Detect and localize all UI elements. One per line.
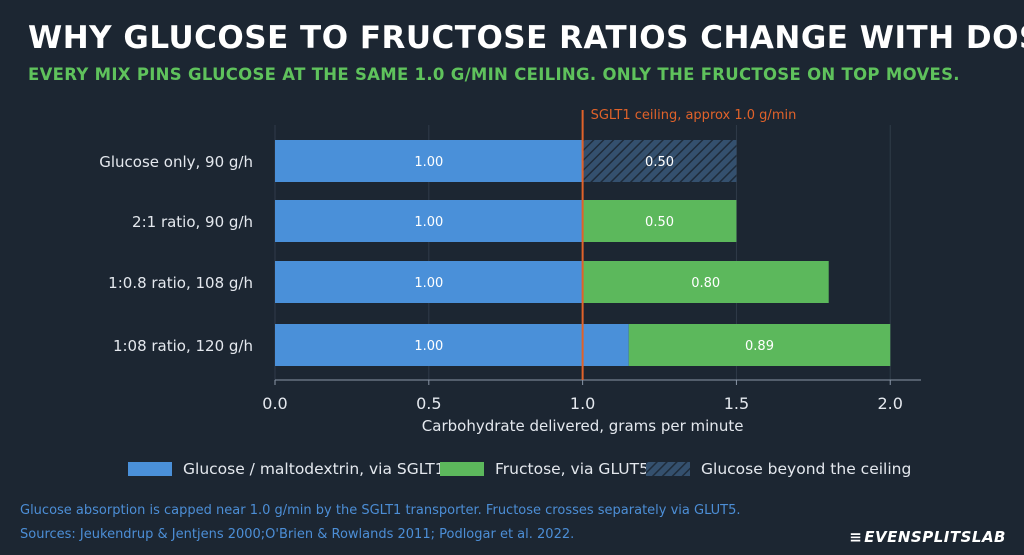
legend-swatch-glucose	[128, 462, 172, 476]
bar-segment	[628, 324, 891, 366]
legend-label-fructose: Fructose, via GLUT5	[495, 460, 649, 478]
legend-swatch-hatched	[646, 462, 690, 476]
stacked-bar-chart: 1.00 0.50 1.00 0.50 1.00 0.80 1.00 0.89 Glucose…	[99, 108, 921, 435]
x-tick-label: 0.5	[416, 394, 441, 413]
y-tick-label: 1:0.8 ratio, 108 g/h	[108, 274, 253, 292]
x-tick-label: 0.0	[262, 394, 287, 413]
bar-data-label: 1.00	[414, 155, 443, 170]
y-tick-label: Glucose only, 90 g/h	[99, 153, 253, 171]
legend-swatch-fructose	[440, 462, 484, 476]
bar-data-label: 0.50	[645, 215, 674, 230]
chart-legend: Glucose / maltodextrin, via SGLT1 Fructo…	[0, 460, 1024, 482]
x-tick-label: 1.5	[724, 394, 749, 413]
legend-item-glucose: Glucose / maltodextrin, via SGLT1	[128, 460, 445, 478]
bar-segment	[582, 200, 737, 242]
bar-data-label: 0.50	[645, 155, 674, 170]
bar-segment	[275, 140, 583, 182]
bar-data-label: 0.80	[691, 276, 720, 291]
x-tick-label: 1.0	[570, 394, 595, 413]
legend-label-beyond-ceiling: Glucose beyond the ceiling	[701, 460, 912, 478]
bar-data-label: 1.00	[414, 215, 443, 230]
legend-item-fructose: Fructose, via GLUT5	[440, 460, 649, 478]
footnote-text: Glucose absorption is capped near 1.0 g/…	[20, 503, 741, 518]
x-axis-label: Carbohydrate delivered, grams per minute	[422, 417, 744, 435]
brand-logo: ≡ EVENSPLITSLAB	[849, 528, 1006, 546]
bar-data-label: 0.89	[745, 339, 774, 354]
x-tick-label: 2.0	[878, 394, 903, 413]
brand-name: EVENSPLITSLAB	[864, 528, 1006, 546]
legend-item-beyond-ceiling: Glucose beyond the ceiling	[646, 460, 911, 478]
sources-text: Sources: Jeukendrup & Jentjens 2000;O'Br…	[20, 527, 575, 542]
bar-segment	[275, 261, 583, 303]
ceiling-reference-label: SGLT1 ceiling, approx 1.0 g/min	[591, 108, 797, 123]
bar-segment	[582, 261, 829, 303]
bar-segment	[275, 200, 583, 242]
bar-data-label: 1.00	[414, 276, 443, 291]
brand-mark-icon: ≡	[849, 528, 863, 546]
y-tick-label: 2:1 ratio, 90 g/h	[132, 213, 253, 231]
legend-label-glucose: Glucose / maltodextrin, via SGLT1	[183, 460, 445, 478]
y-tick-label: 1:08 ratio, 120 g/h	[113, 337, 253, 355]
bar-segment	[582, 140, 737, 182]
chart-subtitle: EVERY MIX PINS GLUCOSE AT THE SAME 1.0 G…	[28, 65, 960, 84]
bar-segment	[275, 324, 629, 366]
chart-title: WHY GLUCOSE TO FRUCTOSE RATIOS CHANGE WI…	[28, 20, 1024, 56]
bar-data-label: 1.00	[414, 339, 443, 354]
